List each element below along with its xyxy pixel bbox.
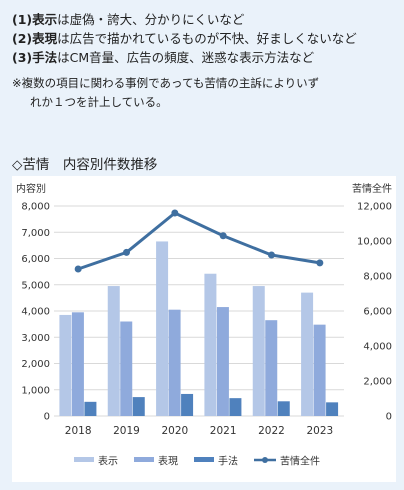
chart-title: ◇苦情 内容別件数推移	[12, 157, 158, 173]
bar	[265, 320, 278, 416]
bar	[59, 314, 72, 416]
chart-container: 内容別 苦情全件 0 1,000 2,000 3,000 4,000 5,000 6,000 7,…	[12, 176, 396, 482]
note-label: (1)表示	[12, 12, 58, 27]
y2-axis-label: 苦情全件	[352, 182, 392, 195]
y-tick-label: 8,000	[21, 202, 50, 213]
line-point	[219, 232, 227, 240]
bar	[107, 286, 120, 416]
line-point	[74, 265, 82, 273]
y-tick-label: 6,000	[21, 254, 50, 265]
note-label: (3)手法	[12, 50, 58, 65]
x-tick-label: 2018	[65, 425, 92, 437]
remark-line-1: ※複数の項目に関わる事例であっても苦情の主訴によりいず	[12, 76, 320, 90]
remark-line-2: れか１つを計上している。	[30, 95, 168, 109]
note-method: (3)手法はCM音量、広告の頻度、迷惑な表示方法など	[12, 48, 398, 67]
x-tick-label: 2021	[210, 425, 237, 437]
legend-marker	[262, 457, 268, 463]
line-point	[171, 209, 179, 217]
bar	[204, 273, 217, 416]
y-tick-label: 3,000	[21, 333, 50, 344]
y-tick-label: 4,000	[21, 307, 50, 318]
bar	[313, 324, 326, 416]
bar	[277, 401, 290, 416]
bar	[120, 321, 133, 416]
y2-tick-label: 2,000	[363, 377, 392, 388]
legend-label: 表示	[98, 455, 118, 468]
note-label: (2)表現	[12, 31, 58, 46]
legend-label: 手法	[218, 455, 238, 468]
x-tick-label: 2023	[306, 425, 333, 437]
bar	[229, 398, 242, 416]
x-tick-label: 2019	[113, 425, 140, 437]
bar	[132, 397, 145, 416]
bar	[216, 307, 229, 416]
note-text: は虚偽・誇大、分かりにくいなど	[57, 12, 245, 27]
note-expression: (2)表現は広告で描かれているものが不快、好ましくないなど	[12, 29, 398, 48]
note-text: は広告で描かれているものが不快、好ましくないなど	[57, 31, 357, 46]
x-tick-label: 2020	[161, 425, 188, 437]
y-tick-label: 0	[44, 412, 50, 423]
legend-swatch	[134, 457, 154, 462]
bar	[301, 292, 314, 416]
bar	[181, 393, 194, 416]
y2-tick-label: 4,000	[363, 342, 392, 353]
line-point	[268, 251, 275, 259]
y2-tick-label: 12,000	[357, 202, 392, 213]
y-tick-label: 1,000	[21, 385, 50, 396]
y2-tick-label: 6,000	[363, 307, 392, 318]
bar	[252, 286, 265, 416]
y2-tick-label: 10,000	[357, 237, 392, 248]
y-tick-label: 7,000	[21, 228, 50, 239]
line-point	[316, 259, 324, 267]
line-series	[77, 211, 321, 271]
bar	[326, 402, 339, 416]
y2-tick-label: 8,000	[363, 272, 392, 283]
x-tick-label: 2022	[258, 425, 285, 437]
legend-swatch	[194, 457, 214, 462]
y-tick-label: 5,000	[21, 280, 50, 291]
y-axis-label: 内容別	[16, 182, 46, 195]
note-text: はCM音量、広告の頻度、迷惑な表示方法など	[57, 50, 315, 65]
complaints-chart: 内容別 苦情全件01,0002,0003,0004,0005,0006,0007,…	[16, 182, 392, 468]
bar	[71, 312, 84, 416]
bar	[168, 309, 181, 416]
bar	[156, 241, 169, 416]
note-display: (1)表示は虚偽・誇大、分かりにくいなど	[12, 10, 398, 29]
remark: ※複数の項目に関わる事例であっても苦情の主訴によりいず れか１つを計上している。	[12, 74, 398, 112]
legend-label: 表現	[158, 455, 178, 468]
y-tick-label: 2,000	[21, 359, 50, 370]
line-point	[123, 248, 130, 256]
legend-swatch	[74, 457, 94, 462]
legend-label: 苦情全件	[280, 455, 320, 468]
y2-tick-label: 0	[386, 412, 392, 423]
bar	[84, 401, 97, 416]
notes-section: (1)表示は虚偽・誇大、分かりにくいなど (2)表現は広告で描かれているものが不…	[12, 10, 398, 112]
